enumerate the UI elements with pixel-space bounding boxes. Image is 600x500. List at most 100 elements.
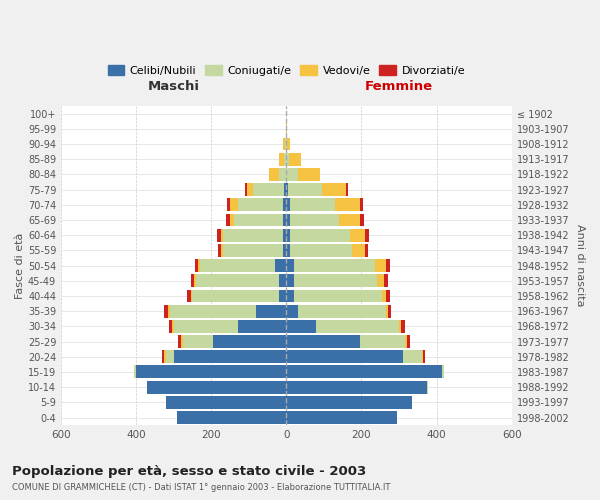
Bar: [283, 228, 286, 241]
Bar: [238, 320, 286, 333]
Bar: [404, 335, 407, 348]
Bar: [286, 183, 288, 196]
Y-axis label: Anni di nascita: Anni di nascita: [575, 224, 585, 307]
Bar: [286, 198, 290, 211]
Bar: [382, 290, 386, 302]
Bar: [442, 366, 444, 378]
Bar: [166, 396, 286, 409]
Bar: [191, 290, 193, 302]
Bar: [346, 183, 349, 196]
Bar: [194, 274, 196, 287]
Bar: [183, 335, 213, 348]
Bar: [136, 366, 286, 378]
Bar: [286, 320, 316, 333]
Bar: [230, 198, 238, 211]
Bar: [234, 214, 283, 226]
Bar: [221, 244, 223, 257]
Bar: [335, 198, 359, 211]
Bar: [365, 228, 369, 241]
Bar: [223, 228, 283, 241]
Bar: [286, 290, 294, 302]
Bar: [284, 153, 286, 166]
Bar: [173, 350, 286, 363]
Bar: [424, 350, 425, 363]
Bar: [279, 290, 286, 302]
Bar: [191, 274, 194, 287]
Bar: [269, 168, 279, 181]
Bar: [286, 259, 294, 272]
Text: Femmine: Femmine: [365, 80, 433, 94]
Bar: [285, 138, 286, 150]
Bar: [286, 244, 290, 257]
Bar: [230, 214, 234, 226]
Bar: [173, 320, 238, 333]
Bar: [170, 304, 256, 318]
Bar: [294, 274, 377, 287]
Bar: [146, 380, 148, 394]
Bar: [193, 290, 279, 302]
Bar: [427, 380, 428, 394]
Bar: [247, 183, 253, 196]
Bar: [279, 274, 286, 287]
Bar: [286, 350, 403, 363]
Bar: [283, 214, 286, 226]
Bar: [386, 304, 388, 318]
Bar: [221, 228, 223, 241]
Bar: [286, 214, 290, 226]
Bar: [287, 138, 290, 150]
Bar: [374, 259, 386, 272]
Bar: [217, 228, 221, 241]
Bar: [195, 259, 198, 272]
Bar: [290, 244, 352, 257]
Bar: [365, 244, 368, 257]
Bar: [352, 244, 365, 257]
Bar: [290, 198, 335, 211]
Bar: [399, 320, 401, 333]
Bar: [166, 350, 173, 363]
Bar: [169, 320, 172, 333]
Bar: [187, 290, 191, 302]
Bar: [286, 153, 289, 166]
Bar: [388, 304, 391, 318]
Bar: [359, 198, 362, 211]
Bar: [286, 168, 298, 181]
Bar: [288, 183, 322, 196]
Bar: [401, 320, 404, 333]
Bar: [218, 244, 221, 257]
Y-axis label: Fasce di età: Fasce di età: [15, 232, 25, 299]
Bar: [283, 198, 286, 211]
Bar: [298, 168, 320, 181]
Bar: [275, 259, 286, 272]
Bar: [294, 259, 374, 272]
Bar: [283, 138, 285, 150]
Bar: [289, 153, 301, 166]
Bar: [359, 214, 364, 226]
Text: Maschi: Maschi: [148, 80, 200, 94]
Bar: [134, 366, 136, 378]
Bar: [286, 122, 287, 136]
Bar: [284, 183, 286, 196]
Bar: [350, 228, 365, 241]
Bar: [227, 198, 230, 211]
Bar: [286, 335, 359, 348]
Bar: [316, 320, 399, 333]
Bar: [407, 335, 410, 348]
Bar: [298, 304, 386, 318]
Bar: [253, 183, 284, 196]
Bar: [223, 244, 283, 257]
Bar: [148, 380, 286, 394]
Bar: [238, 198, 283, 211]
Bar: [422, 350, 424, 363]
Bar: [384, 274, 388, 287]
Bar: [359, 335, 404, 348]
Bar: [294, 290, 382, 302]
Bar: [290, 228, 350, 241]
Bar: [283, 244, 286, 257]
Bar: [286, 274, 294, 287]
Bar: [339, 214, 359, 226]
Bar: [213, 335, 286, 348]
Bar: [386, 259, 391, 272]
Bar: [196, 274, 279, 287]
Bar: [286, 411, 397, 424]
Bar: [164, 350, 166, 363]
